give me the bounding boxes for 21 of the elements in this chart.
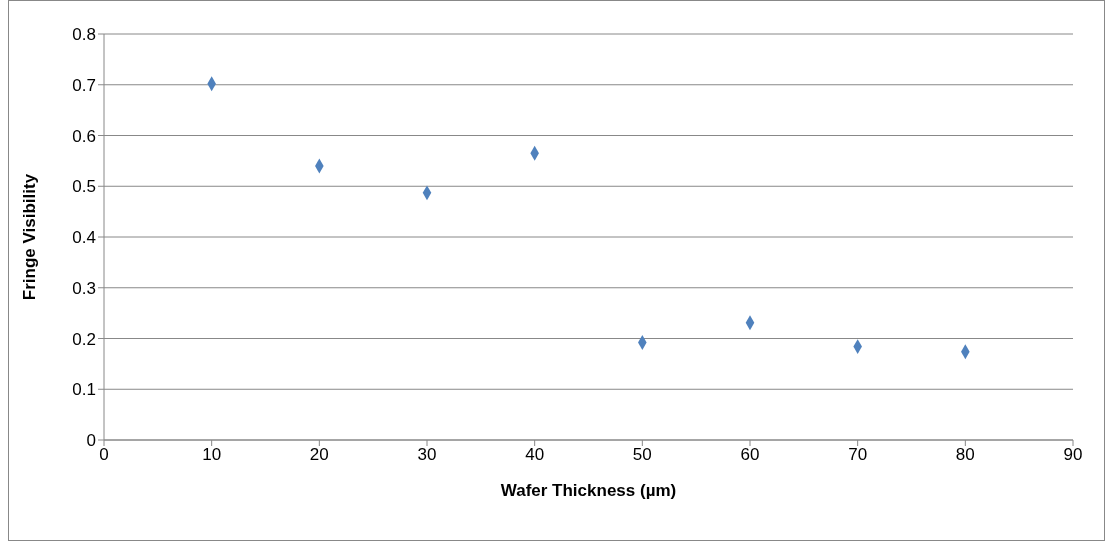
x-axis-title: Wafer Thickness (µm) [500, 481, 677, 500]
x-tick-label: 90 [1063, 445, 1083, 465]
y-tick-label: 0 [86, 431, 96, 451]
x-tick-label: 0 [99, 445, 109, 465]
y-tick-label: 0.7 [72, 75, 96, 95]
x-tick-label: 80 [955, 445, 975, 465]
y-tick-label: 0.3 [72, 278, 96, 298]
x-tick-label: 60 [740, 445, 760, 465]
y-tick-label: 0.2 [72, 329, 96, 349]
y-tick-label: 0.1 [72, 380, 96, 400]
x-tick-label: 30 [417, 445, 437, 465]
x-tick-label: 10 [202, 445, 222, 465]
y-axis-title: Fringe Visibility [20, 173, 40, 301]
x-tick-label: 40 [525, 445, 545, 465]
y-tick-label: 0.4 [72, 228, 96, 248]
x-tick-label: 50 [632, 445, 652, 465]
x-tick-label: 70 [848, 445, 868, 465]
y-tick-label: 0.6 [72, 126, 96, 146]
y-tick-label: 0.5 [72, 177, 96, 197]
y-tick-label: 0.8 [72, 25, 96, 45]
x-tick-label: 20 [309, 445, 329, 465]
